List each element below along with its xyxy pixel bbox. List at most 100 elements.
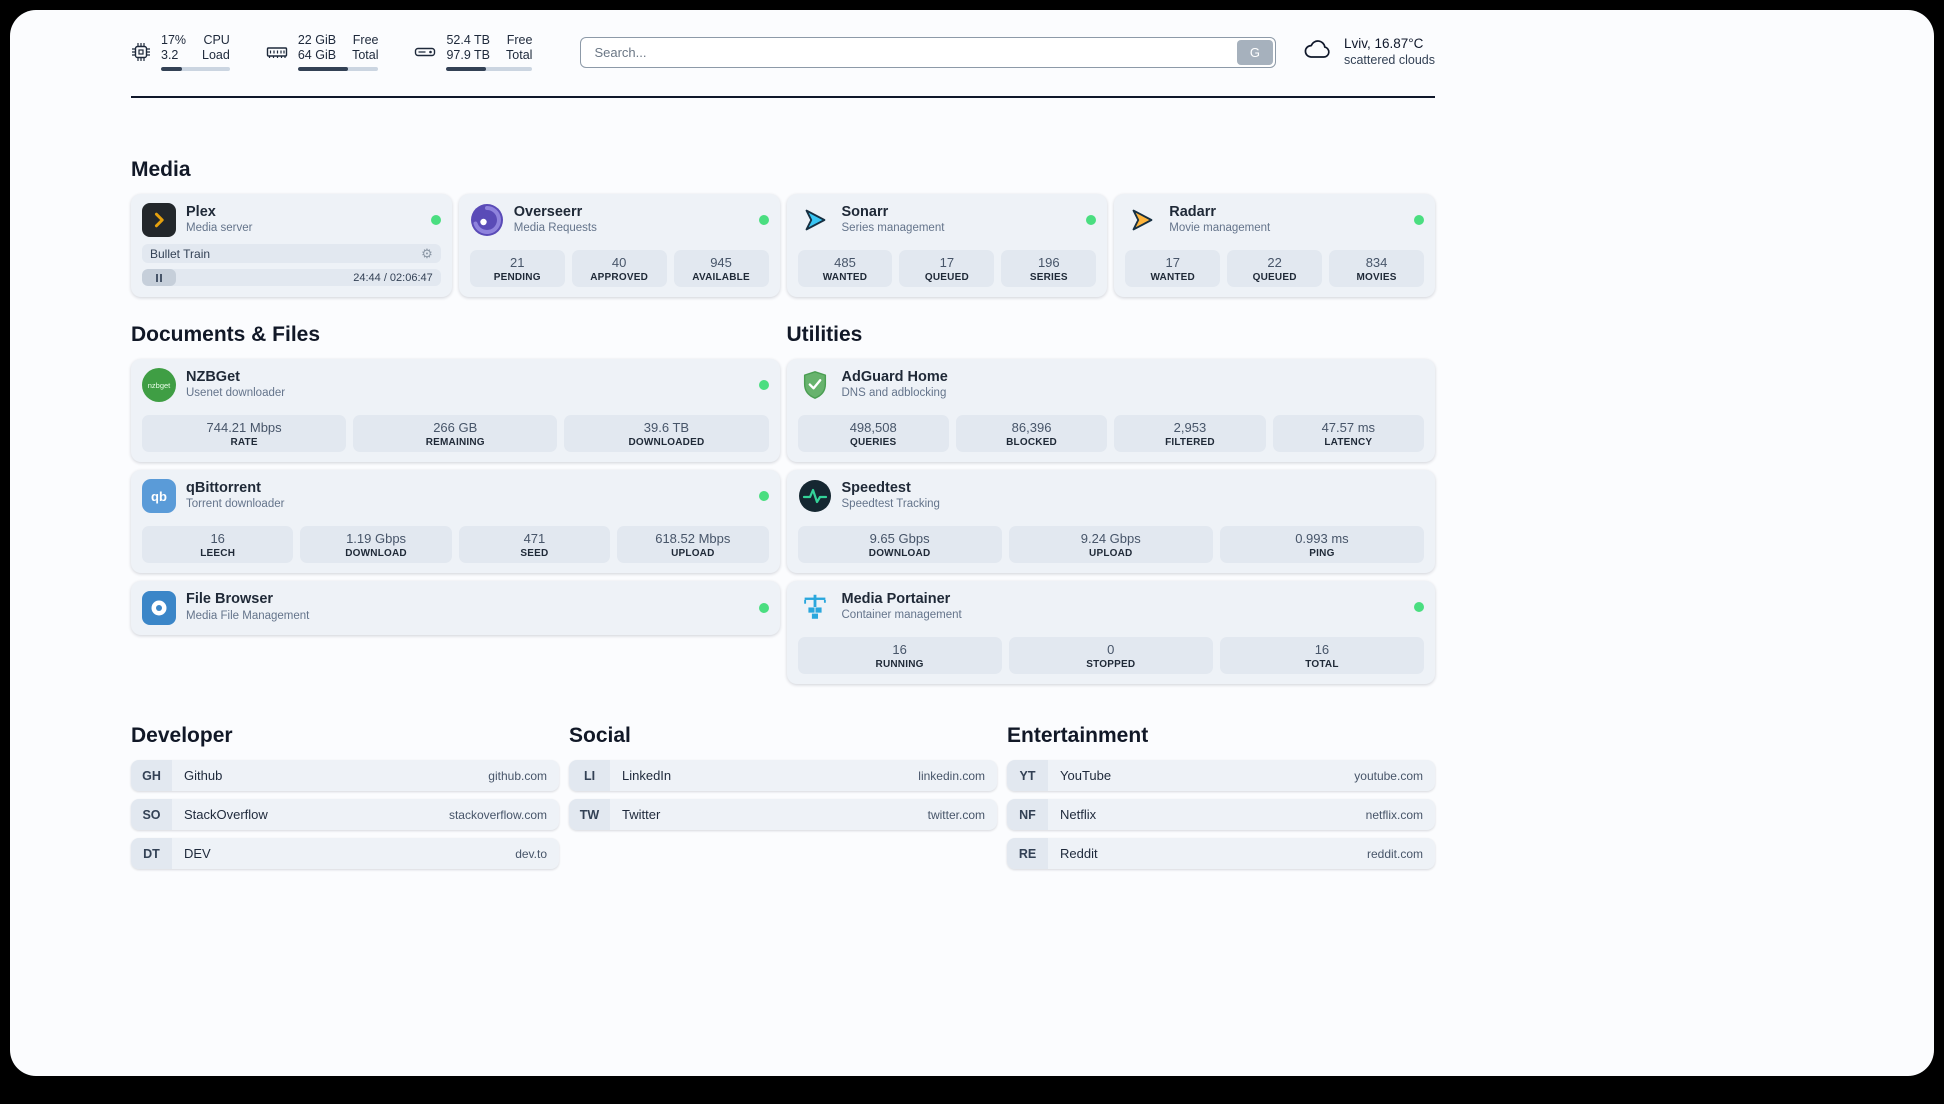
service-subtitle: Usenet downloader [186, 387, 286, 400]
service-card-radarr[interactable]: Radarr Movie management 17 WANTED 22 QUE… [1114, 194, 1435, 297]
disk-progressbar [446, 66, 533, 71]
service-subtitle: Series management [841, 222, 945, 235]
bookmark-abbr: TW [569, 799, 610, 830]
service-card-portainer[interactable]: Media Portainer Container management 16 … [786, 581, 1435, 684]
bookmark-name: Netflix [1060, 807, 1097, 822]
bookmark-url: netflix.com [1365, 807, 1423, 822]
service-title: Radarr [1169, 203, 1216, 220]
bookmark-stackoverflow[interactable]: SO StackOverflow stackoverflow.com [131, 799, 559, 830]
cpu-icon [131, 42, 151, 62]
search-engine-button[interactable]: G [1236, 39, 1273, 65]
weather-location: Lviv, 16.87°C [1343, 35, 1424, 51]
service-card-filebrowser[interactable]: File Browser Media File Management [131, 581, 780, 635]
service-card-speedtest[interactable]: Speedtest Speedtest Tracking 9.65 Gbps D… [786, 470, 1435, 573]
pause-button[interactable] [142, 269, 176, 286]
disk-widget: 52.4 TB 97.9 TB Free Total [414, 33, 533, 71]
bookmark-name: DEV [184, 846, 211, 861]
bookmark-netflix[interactable]: NF Netflix netflix.com [1007, 799, 1435, 830]
memory-free-label: Free [352, 33, 379, 48]
section-heading-utilities: Utilities [786, 323, 863, 346]
sonarr-icon [798, 203, 832, 237]
stat-wanted: 17 WANTED [1125, 250, 1221, 287]
service-subtitle: Movie management [1169, 222, 1271, 235]
cpu-label: CPU [203, 33, 230, 48]
speedtest-icon [798, 479, 832, 513]
service-subtitle: Media server [186, 222, 253, 235]
cpu-load-value: 3.2 [161, 48, 179, 62]
service-subtitle: Speedtest Tracking [841, 498, 940, 511]
media-grid: Plex Media server Bullet Train ⚙ 24:44 /… [131, 194, 1435, 297]
cpu-widget: 17% 3.2 CPU Load [131, 33, 230, 71]
stat-latency: 47.57 ms LATENCY [1272, 415, 1424, 452]
service-card-plex[interactable]: Plex Media server Bullet Train ⚙ 24:44 /… [131, 194, 452, 297]
bookmark-abbr: YT [1007, 760, 1048, 791]
service-title: Overseerr [513, 203, 583, 220]
disk-icon [414, 42, 436, 62]
overseerr-icon [470, 203, 504, 237]
stat-rate: 744.21 Mbps RATE [142, 415, 347, 452]
service-card-adguard[interactable]: AdGuard Home DNS and adblocking 498,508 … [786, 359, 1435, 462]
weather-widget[interactable]: Lviv, 16.87°C scattered clouds [1302, 36, 1435, 69]
memory-total-value: 64 GiB [297, 48, 337, 62]
bookmark-url: twitter.com [927, 807, 985, 822]
service-subtitle: DNS and adblocking [841, 387, 947, 400]
disk-free-label: Free [506, 33, 533, 48]
bookmark-abbr: LI [569, 760, 610, 791]
service-title: AdGuard Home [841, 368, 948, 385]
bookmark-abbr: SO [131, 799, 172, 830]
stat-download: 1.19 Gbps DOWNLOAD [300, 526, 452, 563]
status-dot [758, 215, 769, 225]
player-progress-row: 24:44 / 02:06:47 [142, 269, 441, 286]
weather-condition: scattered clouds [1343, 52, 1435, 67]
status-dot [1414, 602, 1424, 612]
portainer-icon [798, 590, 832, 624]
stat-upload: 618.52 Mbps UPLOAD [617, 526, 769, 563]
bookmark-dev[interactable]: DT DEV dev.to [131, 838, 559, 869]
bookmark-name: Github [184, 768, 223, 783]
stat-filtered: 2,953 FILTERED [1114, 415, 1266, 452]
bookmark-youtube[interactable]: YT YouTube youtube.com [1007, 760, 1435, 791]
playback-time: 24:44 / 02:06:47 [353, 271, 433, 284]
bookmark-twitter[interactable]: TW Twitter twitter.com [569, 799, 997, 830]
plex-icon [142, 203, 176, 237]
bookmark-url: stackoverflow.com [448, 807, 547, 822]
now-playing-row: Bullet Train ⚙ [142, 244, 441, 263]
bookmark-group-social: Social LI LinkedIn linkedin.com TW Twitt… [569, 724, 997, 869]
bookmark-github[interactable]: GH Github github.com [131, 760, 559, 791]
section-heading-entertainment: Entertainment [1007, 724, 1149, 747]
service-subtitle: Media Requests [513, 222, 597, 235]
stat-running: 16 RUNNING [797, 637, 1002, 674]
service-subtitle: Container management [841, 609, 962, 622]
service-card-overseerr[interactable]: Overseerr Media Requests 21 PENDING 40 A… [458, 194, 780, 297]
filebrowser-icon [142, 590, 176, 625]
stat-remaining: 266 GB REMAINING [353, 415, 558, 452]
service-card-sonarr[interactable]: Sonarr Series management 485 WANTED 17 Q… [786, 194, 1108, 297]
bookmark-reddit[interactable]: RE Reddit reddit.com [1007, 838, 1435, 869]
stat-downloaded: 39.6 TB DOWNLOADED [564, 415, 769, 452]
service-subtitle: Torrent downloader [186, 498, 285, 511]
disk-total-label: Total [506, 48, 533, 62]
memory-widget: 22 GiB 64 GiB Free Total [266, 33, 379, 71]
section-heading-media: Media [131, 158, 191, 181]
stat-wanted: 485 WANTED [797, 250, 893, 287]
service-title: NZBGet [186, 368, 240, 385]
memory-total-label: Total [352, 48, 379, 62]
bookmark-url: linkedin.com [918, 768, 985, 783]
stat-available: 945 AVAILABLE [673, 250, 769, 287]
gear-icon[interactable]: ⚙ [421, 246, 433, 261]
bookmark-group-entertainment: Entertainment YT YouTube youtube.com NF … [1007, 724, 1435, 869]
service-card-nzbget[interactable]: nzbget NZBGet Usenet downloader 744.21 M… [131, 359, 780, 462]
stat-blocked: 86,396 BLOCKED [955, 415, 1108, 452]
service-card-qbittorrent[interactable]: qb qBittorrent Torrent downloader 16 LEE… [131, 470, 780, 573]
bookmark-linkedin[interactable]: LI LinkedIn linkedin.com [569, 760, 997, 791]
search-bar: G [580, 36, 1276, 68]
stat-leech: 16 LEECH [142, 526, 294, 563]
bookmark-group-developer: Developer GH Github github.com SO StackO… [131, 724, 559, 869]
topbar: 17% 3.2 CPU Load 22 GiB [131, 30, 1435, 74]
nzbget-icon: nzbget [142, 368, 176, 402]
cpu-progressbar [161, 66, 230, 71]
bookmark-abbr: RE [1007, 838, 1048, 869]
stat-stopped: 0 STOPPED [1008, 637, 1213, 674]
search-input[interactable] [580, 36, 1276, 68]
bookmark-name: LinkedIn [622, 768, 672, 783]
